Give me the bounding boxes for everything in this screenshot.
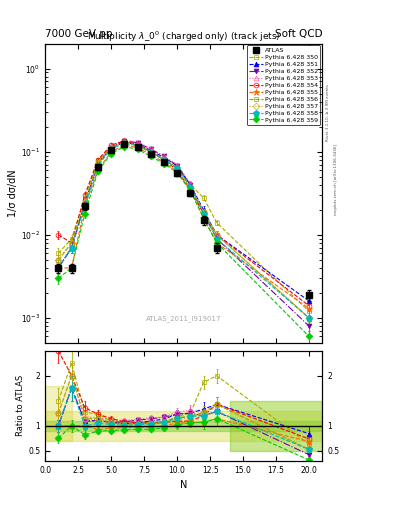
Bar	[230, 401, 322, 451]
X-axis label: N: N	[180, 480, 187, 490]
Bar	[45, 421, 322, 431]
Text: 7000 GeV pp: 7000 GeV pp	[45, 29, 113, 39]
Text: ATLAS_2011_I919017: ATLAS_2011_I919017	[146, 315, 222, 322]
Y-axis label: Ratio to ATLAS: Ratio to ATLAS	[17, 375, 26, 436]
Text: Soft QCD: Soft QCD	[275, 29, 322, 39]
Title: Multiplicity $\lambda\_0^0$ (charged only) (track jets): Multiplicity $\lambda\_0^0$ (charged onl…	[87, 29, 281, 44]
Legend: ATLAS, Pythia 6.428 350, Pythia 6.428 351, Pythia 6.428 352, Pythia 6.428 353, P: ATLAS, Pythia 6.428 350, Pythia 6.428 35…	[247, 46, 320, 125]
Y-axis label: 1/σ dσ/dN: 1/σ dσ/dN	[8, 169, 18, 217]
Text: mcplots.cern.ch [arXiv:1306.3436]: mcplots.cern.ch [arXiv:1306.3436]	[334, 144, 338, 215]
Bar	[45, 386, 72, 441]
Bar	[45, 411, 322, 441]
Text: Rivet 3.1.10, ≥ 2.9M events: Rivet 3.1.10, ≥ 2.9M events	[326, 84, 330, 141]
Bar	[230, 401, 322, 451]
